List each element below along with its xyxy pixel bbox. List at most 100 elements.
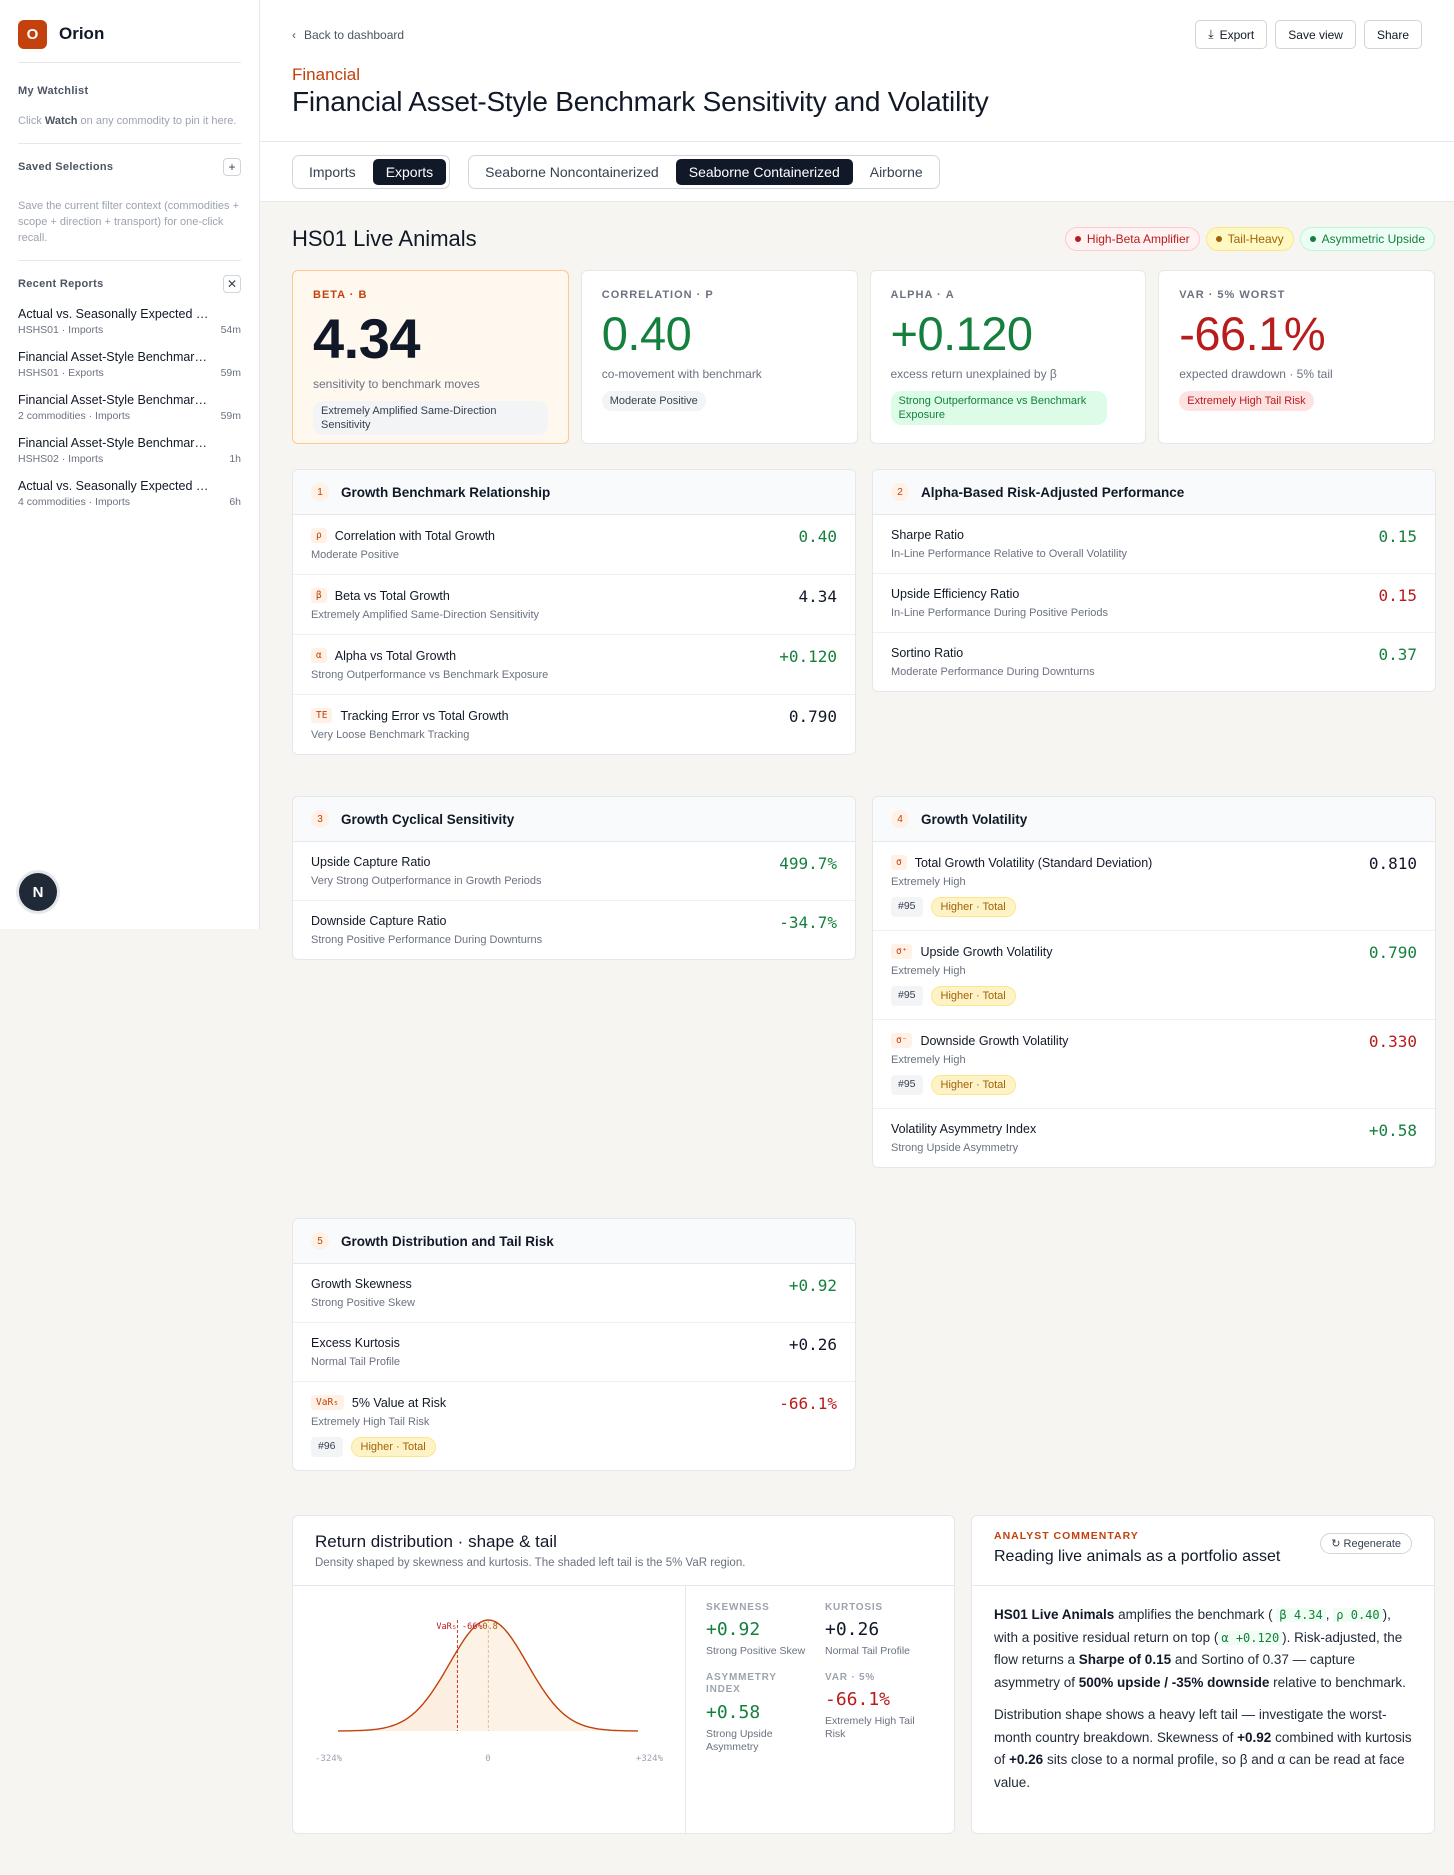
metric-name: Upside Growth Volatility: [920, 944, 1053, 959]
metric-symbol: σ⁺: [891, 944, 913, 959]
kpi-desc: excess return unexplained by β: [890, 367, 1057, 381]
back-label: Back to dashboard: [304, 27, 405, 42]
metric-name: Alpha vs Total Growth: [334, 648, 457, 663]
recent-time: 54m: [220, 324, 241, 336]
divider: [18, 143, 241, 144]
metric-desc: Extremely High Tail Risk: [311, 1416, 430, 1428]
share-button[interactable]: Share: [1363, 20, 1422, 49]
recent-item[interactable]: Actual vs. Seasonally Expected … 4 commo…: [18, 479, 241, 508]
recent-list: Actual vs. Seasonally Expected … HSHS01 …: [18, 307, 241, 508]
metric-desc: Extremely High: [891, 1054, 966, 1066]
tab-imports[interactable]: Imports: [309, 163, 356, 180]
kpi-pill: Moderate Positive: [601, 391, 706, 411]
recent-item[interactable]: Financial Asset-Style Benchmar… HSHS01 ·…: [18, 350, 241, 379]
back-link[interactable]: ‹ Back to dashboard: [292, 28, 404, 42]
stat-label: VAR · 5%: [825, 1672, 876, 1683]
divider: [18, 62, 241, 63]
category-label: Financial: [292, 65, 361, 84]
recent-item[interactable]: Actual vs. Seasonally Expected … HSHS01 …: [18, 307, 241, 336]
metric-desc: In-Line Performance Relative to Overall …: [891, 548, 1127, 560]
section-number: 2: [891, 483, 909, 501]
metric-name: Upside Efficiency Ratio: [891, 587, 1020, 601]
commentary-title: Reading live animals as a portfolio asse…: [994, 1548, 1281, 1565]
metric-value: 4.34: [798, 587, 837, 606]
metric-name: 5% Value at Risk: [351, 1395, 447, 1410]
metric-row: σ⁻ Downside Growth Volatility Extremely H…: [873, 1020, 1435, 1109]
metric-value: +0.120: [779, 647, 837, 666]
tab-seaborne-containerized[interactable]: Seaborne Containerized: [675, 158, 853, 185]
metric-row: Sharpe Ratio In-Line Performance Relativ…: [873, 515, 1435, 574]
metric-desc: Very Loose Benchmark Tracking: [311, 729, 470, 741]
kpi-value: 4.34: [313, 307, 420, 370]
percentile-tag: Higher · Total: [350, 1437, 436, 1457]
rank-tag: #95: [891, 897, 923, 917]
kpi-alpha: ALPHA · Α +0.120 excess return unexplain…: [869, 270, 1147, 444]
recent-item[interactable]: Financial Asset-Style Benchmar… HSHS02 ·…: [18, 436, 241, 465]
saved-help: Save the current filter context (commodi…: [18, 200, 240, 244]
stat-desc: Strong Positive Skew: [706, 1645, 806, 1657]
metric-desc: Moderate Positive: [311, 549, 400, 561]
save-view-button[interactable]: Save view: [1275, 20, 1356, 49]
metric-desc: Moderate Performance During Downturns: [891, 666, 1095, 678]
mean-marker-label: 0.8: [482, 1622, 497, 1632]
stat-desc: Extremely High Tail Risk: [825, 1715, 915, 1740]
kpi-label: CORRELATION · Ρ: [601, 289, 714, 301]
download-icon: ⤓: [1208, 27, 1214, 41]
recent-title: Actual vs. Seasonally Expected …: [18, 479, 209, 493]
distribution-subtitle: Density shaped by skewness and kurtosis.…: [315, 1557, 746, 1569]
tab-seaborne-noncontainerized[interactable]: Seaborne Noncontainerized: [485, 163, 659, 180]
metric-name: Sharpe Ratio: [891, 528, 964, 542]
metric-row: ρ Correlation with Total Growth Moderate …: [293, 515, 855, 575]
recent-time: 59m: [220, 410, 241, 422]
section-title: Growth Volatility: [921, 811, 1028, 827]
metric-desc: Strong Outperformance vs Benchmark Expos…: [311, 669, 549, 681]
metric-row: TE Tracking Error vs Total Growth Very Lo…: [293, 695, 855, 754]
metric-desc: Strong Upside Asymmetry: [891, 1142, 1019, 1154]
recent-item[interactable]: Financial Asset-Style Benchmar… 2 commod…: [18, 393, 241, 422]
section-number: 1: [311, 483, 329, 501]
metric-value: +0.26: [788, 1335, 837, 1354]
plus-icon: +: [228, 160, 236, 174]
metric-desc: Strong Positive Performance During Downt…: [311, 934, 543, 946]
add-selection-button[interactable]: +: [223, 158, 241, 176]
section-title: Growth Benchmark Relationship: [341, 484, 551, 500]
recent-reports-title: Recent Reports: [18, 278, 104, 290]
stat-desc: Normal Tail Profile: [825, 1645, 910, 1657]
distribution-panel: Return distribution · shape & tail Densi…: [292, 1515, 955, 1834]
commentary-kicker: ANALYST COMMENTARY: [994, 1530, 1139, 1542]
metric-desc: Extremely High: [891, 876, 966, 888]
metric-name: Downside Growth Volatility: [920, 1033, 1069, 1048]
clear-recent-button[interactable]: ✕: [223, 275, 241, 293]
kpi-label: ALPHA · Α: [890, 289, 955, 301]
stat-value: +0.26: [825, 1619, 880, 1640]
badge-tail-heavy: Tail-Heavy: [1205, 227, 1294, 251]
metric-desc: Extremely Amplified Same-Direction Sensi…: [311, 609, 540, 621]
section-number: 5: [311, 1232, 329, 1250]
export-button[interactable]: ⤓ Export: [1195, 20, 1268, 49]
section-cyclical-sensitivity: 3 Growth Cyclical Sensitivity Upside Capt…: [292, 796, 856, 960]
recent-title: Financial Asset-Style Benchmar…: [18, 393, 207, 407]
recent-sub: HSHS01 · Imports: [18, 324, 104, 336]
stat-value: +0.58: [706, 1702, 761, 1723]
percentile-tag: Higher · Total: [930, 897, 1016, 917]
section-distribution-tail-risk: 5 Growth Distribution and Tail Risk Growt…: [292, 1218, 856, 1471]
brand[interactable]: O Orion: [18, 18, 241, 50]
metric-row: Upside Efficiency Ratio In-Line Performa…: [873, 574, 1435, 633]
stat-label: KURTOSIS: [825, 1602, 883, 1613]
section-benchmark-relationship: 1 Growth Benchmark Relationship ρ Correlat…: [292, 469, 856, 755]
metric-value: 0.40: [798, 527, 837, 546]
recent-title: Financial Asset-Style Benchmar…: [18, 350, 207, 364]
tab-exports[interactable]: Exports: [372, 158, 447, 185]
regenerate-button[interactable]: ↻ Regenerate: [1320, 1533, 1412, 1554]
kpi-label: VAR · 5% WORST: [1179, 289, 1286, 301]
var-marker-label: VaR₅ -66%: [436, 1622, 482, 1632]
rank-tag: #96: [311, 1437, 343, 1457]
recent-time: 59m: [220, 367, 241, 379]
avatar[interactable]: N: [19, 873, 57, 911]
entity-title: HS01 Live Animals: [292, 226, 477, 251]
export-label: Export: [1219, 27, 1255, 42]
metric-row: Excess Kurtosis Normal Tail Profile +0.2…: [293, 1323, 855, 1382]
tab-airborne[interactable]: Airborne: [869, 163, 923, 180]
metric-symbol: σ: [891, 855, 907, 870]
metric-name: Sortino Ratio: [891, 646, 964, 660]
